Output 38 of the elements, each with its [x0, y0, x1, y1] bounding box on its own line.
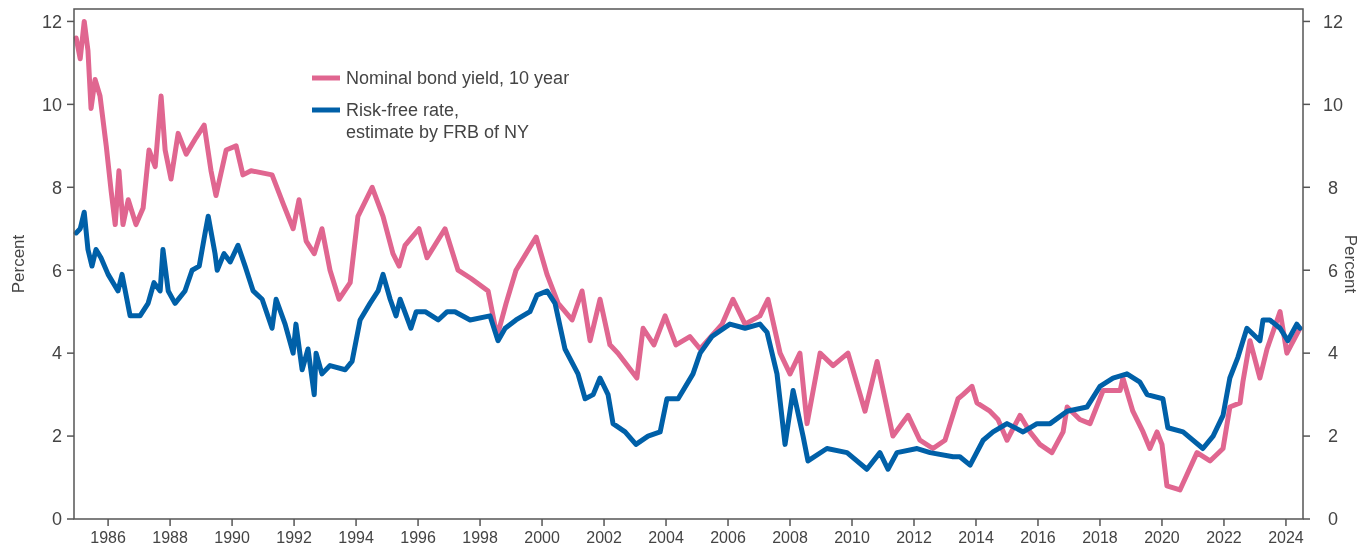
x-tick-label: 2014 — [958, 529, 994, 546]
y-tick-label: 2 — [51, 426, 62, 447]
legend-label: Risk-free rate, estimate by FRB of NY — [346, 100, 530, 143]
x-tick-label: 2012 — [896, 529, 932, 546]
y-tick-label: 12 — [41, 11, 62, 32]
x-tick-label: 2006 — [710, 529, 746, 546]
x-tick-label: 1996 — [400, 529, 436, 546]
y-tick-label: 0 — [51, 509, 62, 530]
x-tick-label: 1986 — [90, 529, 126, 546]
x-tick-label: 2004 — [648, 529, 684, 546]
y2-tick-label: 0 — [1327, 509, 1339, 530]
y2-tick-label: 6 — [1327, 260, 1339, 281]
x-tick-label: 1990 — [214, 529, 250, 546]
x-tick-label: 2022 — [1206, 529, 1242, 546]
x-tick-label: 2000 — [524, 529, 560, 546]
y-tick-label: 4 — [51, 343, 62, 364]
y2-tick-label: 10 — [1322, 94, 1344, 115]
x-tick-label: 2018 — [1082, 529, 1118, 546]
y-axis-title: Percent — [9, 234, 28, 294]
x-tick-label: 2010 — [834, 529, 870, 546]
y2-tick-label: 2 — [1327, 426, 1339, 447]
x-tick-label: 2008 — [772, 529, 808, 546]
x-tick-label: 2002 — [586, 529, 622, 546]
legend-label: Nominal bond yield, 10 year — [346, 68, 570, 89]
x-tick-label: 1998 — [462, 529, 498, 546]
x-tick-label: 2020 — [1144, 529, 1180, 546]
x-tick-label: 1994 — [338, 529, 374, 546]
y-tick-label: 6 — [51, 260, 62, 281]
y2-tick-label: 4 — [1327, 343, 1339, 364]
x-tick-label: 2024 — [1268, 529, 1304, 546]
y-tick-label: 8 — [51, 177, 62, 198]
y2-tick-label: 12 — [1322, 11, 1344, 32]
y-tick-label: 10 — [41, 94, 62, 115]
x-tick-label: 1988 — [152, 529, 188, 546]
x-tick-label: 2016 — [1020, 529, 1056, 546]
y2-tick-label: 8 — [1327, 177, 1339, 198]
y2-axis-title: Percent — [1341, 234, 1360, 294]
x-tick-label: 1992 — [276, 529, 312, 546]
